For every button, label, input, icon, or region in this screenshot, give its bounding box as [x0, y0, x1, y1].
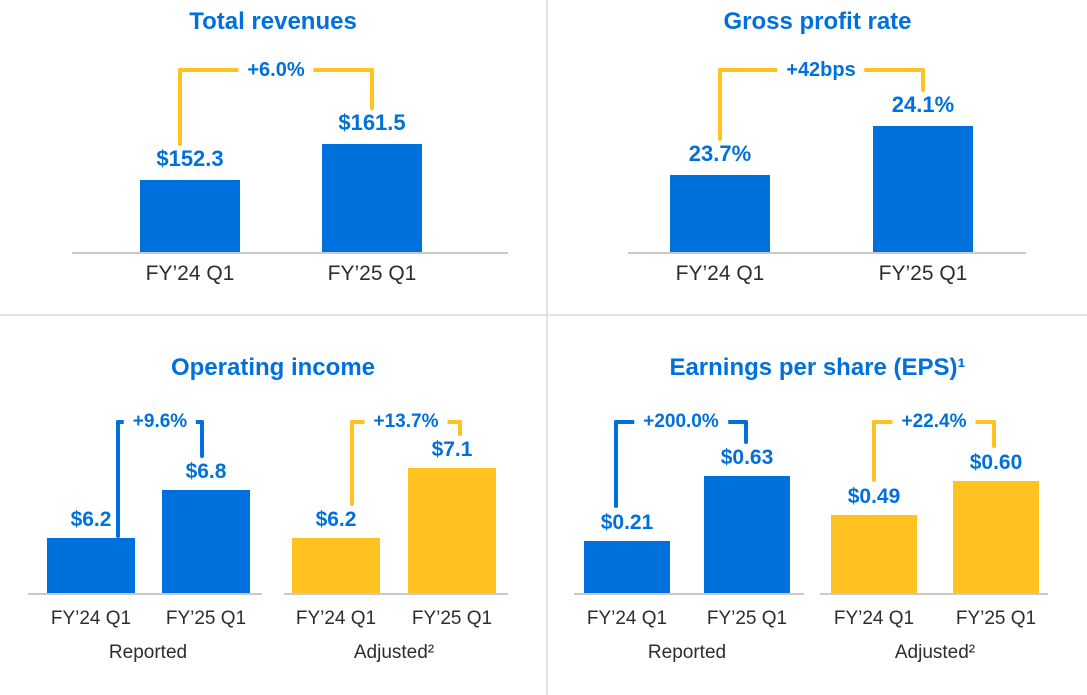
change-label: +22.4%: [892, 409, 976, 435]
x-axis-label: FY’24 Q1: [586, 608, 668, 629]
bar-reported-fy25: [704, 476, 790, 595]
x-axis-label: FY’24 Q1: [675, 262, 765, 285]
bracket-line-horizontal: [350, 420, 462, 424]
bracket-line-left: [350, 420, 354, 506]
change-label: +200.0%: [634, 409, 728, 435]
chart-title-total-revenues: Total revenues: [189, 8, 357, 35]
bracket-line-horizontal: [614, 420, 748, 424]
bar-value-label: $0.60: [969, 451, 1023, 474]
group-label-adjusted: Adjusted²: [894, 642, 976, 663]
x-axis-label: FY’24 Q1: [50, 608, 132, 629]
x-axis-label: FY’24 Q1: [145, 262, 235, 285]
panel-earnings-per-share: Earnings per share (EPS)¹ +200.0% +22.4%…: [548, 316, 1087, 695]
bar-fy25-q1: [873, 126, 973, 254]
axis-baseline-reported: [574, 593, 804, 595]
bracket-line-right: [744, 420, 748, 444]
bracket-line-right: [458, 420, 462, 436]
x-axis-label: FY’25 Q1: [878, 262, 968, 285]
bar-value-label: $0.49: [847, 485, 901, 508]
axis-baseline-adjusted: [284, 593, 508, 595]
bar-value-label: $0.63: [720, 446, 774, 469]
bar-value-label: $6.8: [185, 460, 227, 483]
bar-fy24-q1: [140, 180, 240, 254]
bracket-line-left: [614, 420, 618, 508]
bar-value-label: $6.2: [70, 508, 112, 531]
bar-value-label: 23.7%: [688, 141, 752, 166]
bar-adjusted-fy25: [408, 468, 496, 595]
panel-gross-profit-rate: Gross profit rate +42bps 23.7% 24.1% FY’…: [548, 0, 1087, 314]
change-label: +9.6%: [123, 409, 197, 435]
chart-title-operating-income: Operating income: [170, 354, 376, 381]
chart-title-earnings-per-share: Earnings per share (EPS)¹: [669, 354, 966, 381]
bracket-line-right: [200, 420, 204, 458]
bar-adjusted-fy24: [292, 538, 380, 595]
panel-total-revenues: Total revenues +6.0% $152.3 $161.5 FY’24…: [0, 0, 546, 314]
bracket-line-right: [370, 68, 374, 110]
group-label-reported: Reported: [647, 642, 727, 663]
bar-adjusted-fy24: [831, 515, 917, 595]
bracket-line-horizontal: [872, 420, 996, 424]
bracket-line-horizontal: [178, 68, 374, 72]
bracket-line-horizontal: [718, 68, 925, 72]
x-axis-label: FY’25 Q1: [955, 608, 1037, 629]
bracket-line-right: [921, 68, 925, 92]
bar-fy24-q1: [670, 175, 770, 254]
change-label: +13.7%: [364, 409, 448, 435]
bar-reported-fy24: [47, 538, 135, 595]
bar-reported-fy25: [162, 490, 250, 595]
change-bracket-gross-profit-rate: +42bps: [548, 0, 1087, 314]
change-bracket-total-revenues: +6.0%: [0, 0, 546, 314]
bracket-line-left: [178, 68, 182, 146]
axis-baseline: [72, 252, 508, 254]
axis-baseline-reported: [28, 593, 262, 595]
bar-value-label: 24.1%: [891, 92, 955, 117]
bracket-line-left: [718, 68, 722, 141]
bar-value-label: $6.2: [315, 508, 357, 531]
group-label-reported: Reported: [108, 642, 188, 663]
x-axis-label: FY’24 Q1: [295, 608, 377, 629]
bar-value-label: $161.5: [338, 110, 406, 135]
panel-divider-horizontal: [0, 314, 1087, 316]
chart-title-gross-profit-rate: Gross profit rate: [723, 8, 912, 35]
change-label: +6.0%: [238, 57, 314, 83]
bar-reported-fy24: [584, 541, 670, 595]
panel-divider-vertical: [546, 0, 548, 695]
bracket-line-left: [116, 420, 120, 538]
axis-baseline-adjusted: [820, 593, 1048, 595]
bar-adjusted-fy25: [953, 481, 1039, 595]
x-axis-label: FY’24 Q1: [833, 608, 915, 629]
x-axis-label: FY’25 Q1: [327, 262, 417, 285]
bracket-line-horizontal: [116, 420, 204, 424]
panel-operating-income: Operating income +9.6% +13.7% $6.2 $6.8 …: [0, 316, 546, 695]
bracket-line-left: [872, 420, 876, 482]
bar-fy25-q1: [322, 144, 422, 254]
group-label-adjusted: Adjusted²: [353, 642, 435, 663]
bar-value-label: $0.21: [600, 511, 654, 534]
x-axis-label: FY’25 Q1: [706, 608, 788, 629]
x-axis-label: FY’25 Q1: [411, 608, 493, 629]
bar-value-label: $152.3: [156, 146, 224, 171]
change-label: +42bps: [777, 57, 865, 83]
bracket-line-right: [992, 420, 996, 448]
axis-baseline: [628, 252, 1026, 254]
bar-value-label: $7.1: [431, 438, 473, 461]
x-axis-label: FY’25 Q1: [165, 608, 247, 629]
